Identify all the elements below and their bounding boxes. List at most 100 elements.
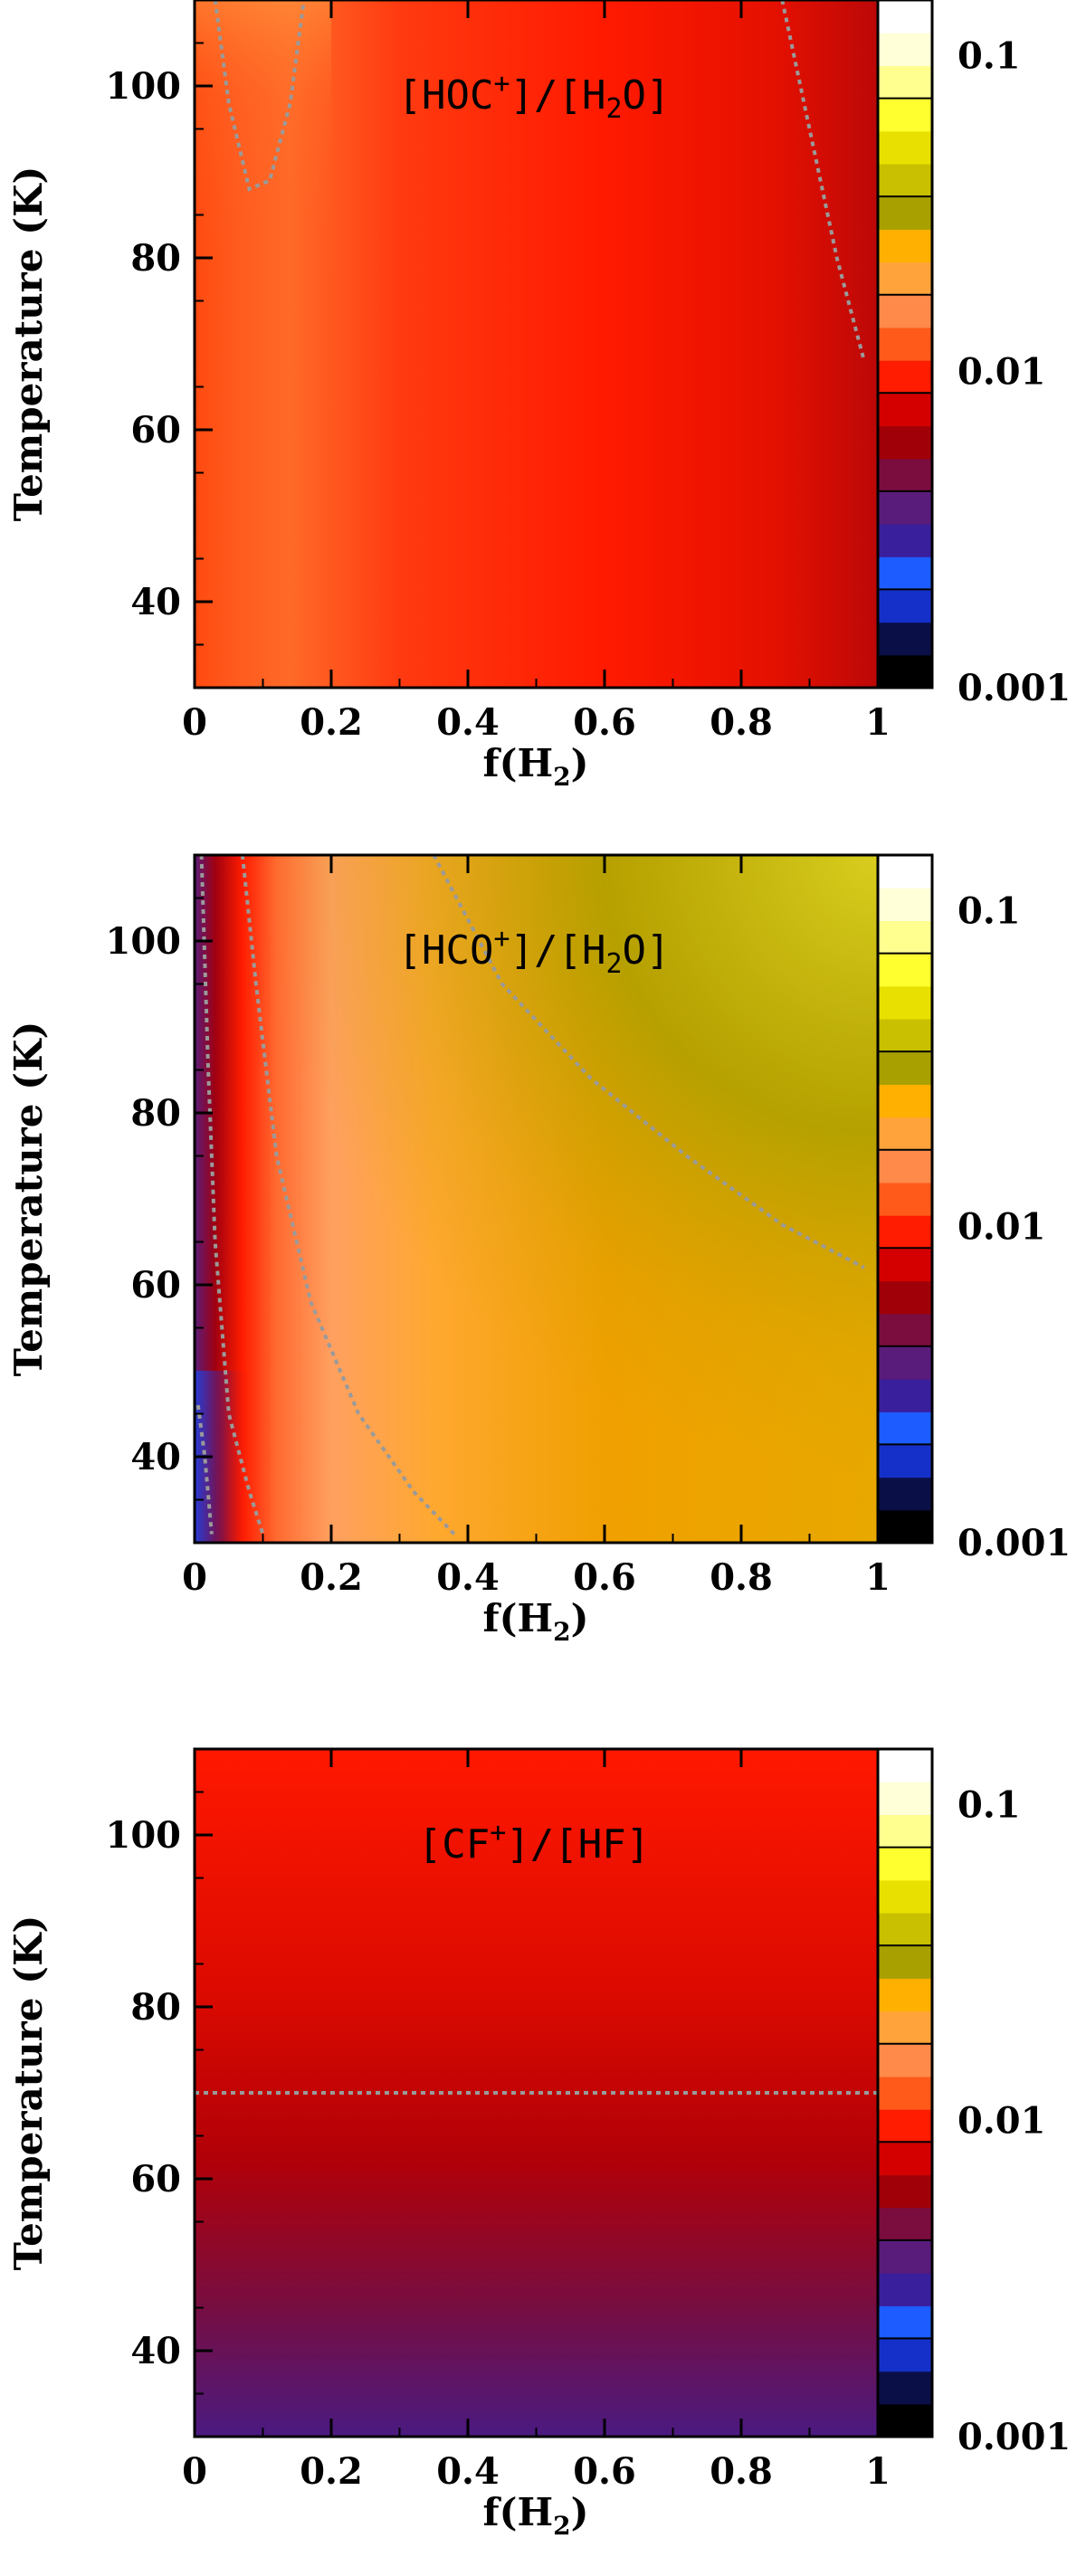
y-tick-label: 40 <box>130 581 181 623</box>
x-tick-label: 0.8 <box>710 2450 773 2493</box>
colorbar-segment <box>878 1248 932 1282</box>
heatmap-overlay <box>195 1371 878 1543</box>
colorbar-tick-label: 0.01 <box>957 351 1045 394</box>
x-tick-label: 0 <box>182 1556 207 1599</box>
colorbar-segment <box>878 2174 932 2209</box>
colorbar-segment <box>878 360 932 394</box>
colorbar-segment <box>878 2010 932 2045</box>
y-tick-label: 100 <box>106 920 182 963</box>
colorbar-segment <box>878 490 932 525</box>
x-axis-title: f(H2) <box>483 2490 589 2541</box>
colorbar-segment <box>878 2273 932 2306</box>
colorbar-segment <box>878 130 932 165</box>
y-tick-label: 40 <box>130 2330 181 2372</box>
colorbar-segment <box>878 163 932 197</box>
colorbar-segment <box>878 1879 932 1914</box>
colorbar-segment <box>878 1477 932 1511</box>
colorbar-segment <box>878 2403 932 2438</box>
colorbar-segment <box>878 393 932 427</box>
colorbar-segment <box>878 1182 932 1216</box>
x-tick-label: 0.6 <box>573 701 636 744</box>
contour-line-1 <box>213 0 306 192</box>
colorbar-segment <box>878 1345 932 1380</box>
colorbar-segment <box>878 1280 932 1315</box>
colorbar-segment <box>878 327 932 361</box>
colorbar-segment <box>878 589 932 623</box>
colorbar-segment <box>878 261 932 296</box>
x-tick-label: 0.2 <box>300 701 363 744</box>
colorbar-segment <box>878 1018 932 1052</box>
colorbar-segment <box>878 2142 932 2176</box>
colorbar-segment <box>878 294 932 328</box>
colorbar-tick-label: 0.1 <box>957 1784 1021 1827</box>
colorbar-segment <box>878 98 932 132</box>
y-axis-title: Temperature (K) <box>6 166 51 522</box>
x-tick-label: 0.2 <box>300 2450 363 2493</box>
x-tick-label: 0 <box>182 701 207 744</box>
colorbar-tick-label: 0.001 <box>957 1522 1071 1564</box>
colorbar-segment <box>878 1149 932 1183</box>
panel-2: 0.1 0.01 0.001 0 0.2 0.4 0.6 0.8 1 40 60 80 100 f(H2)… <box>6 853 1071 1647</box>
colorbar-segment <box>878 1412 932 1446</box>
colorbar-segment <box>878 2305 932 2340</box>
colorbar: 0.1 0.01 0.001 <box>876 853 1071 1564</box>
colorbar-segment <box>878 0 932 33</box>
colorbar-segment <box>878 1051 932 1085</box>
contour-line-1 <box>195 1404 214 1535</box>
x-tick-label: 0.6 <box>573 2450 636 2493</box>
colorbar-segment <box>878 622 932 656</box>
colorbar-segment <box>878 1313 932 1347</box>
colorbar-segment <box>878 1509 932 1544</box>
y-tick-label: 100 <box>106 1814 182 1857</box>
y-tick-label: 40 <box>130 1436 181 1478</box>
y-tick-label: 100 <box>106 65 182 108</box>
y-axis-title: Temperature (K) <box>6 1915 51 2271</box>
colorbar-segment <box>878 888 932 921</box>
colorbar-segment <box>878 2043 932 2077</box>
heatmap-field <box>195 1749 878 2437</box>
colorbar: 0.1 0.01 0.001 <box>876 0 1071 709</box>
colorbar-segment <box>878 458 932 492</box>
colorbar-segment <box>878 1215 932 1249</box>
colorbar-tick-label: 0.01 <box>957 2100 1045 2143</box>
heatmap-overlay <box>195 0 331 275</box>
colorbar-tick-label: 0.01 <box>957 1206 1045 1249</box>
x-tick-label: 0.4 <box>436 701 500 744</box>
contour-line-3 <box>240 854 456 1535</box>
colorbar-segment <box>878 229 932 263</box>
contour-line-2 <box>780 0 866 362</box>
panel-label: [CF+]/[HF] <box>418 1817 651 1868</box>
y-tick-label: 60 <box>130 2158 181 2201</box>
y-tick-label: 60 <box>130 409 181 452</box>
x-axis-title: f(H2) <box>483 1596 589 1647</box>
colorbar-segment <box>878 1847 932 1881</box>
x-tick-label: 1 <box>865 2450 891 2493</box>
x-tick-label: 0 <box>182 2450 207 2493</box>
contour-line-4 <box>432 854 865 1269</box>
colorbar-segment <box>878 2207 932 2241</box>
panel-1: 0.1 0.01 0.001 0 0.2 0.4 0.6 0.8 1 40 60 80 100 f(H2)… <box>6 0 1071 792</box>
y-axis-title: Temperature (K) <box>6 1022 51 1377</box>
colorbar-segment <box>878 985 932 1020</box>
colorbar-segment <box>878 1912 932 1946</box>
y-tick-label: 60 <box>130 1264 181 1307</box>
colorbar-segment <box>878 556 932 591</box>
x-tick-label: 0.6 <box>573 1556 636 1599</box>
colorbar-segment <box>878 524 932 557</box>
panel-label: [HCO+]/[H2O] <box>397 923 670 980</box>
x-tick-label: 0.8 <box>710 701 773 744</box>
colorbar-segment <box>878 2371 932 2405</box>
colorbar-segment <box>878 2338 932 2372</box>
colorbar-segment <box>878 65 932 100</box>
x-tick-label: 0.2 <box>300 1556 363 1599</box>
colorbar-segment <box>878 1379 932 1412</box>
colorbar-segment <box>878 920 932 955</box>
colorbar-segment <box>878 855 932 889</box>
colorbar-segment <box>878 1749 932 1782</box>
colorbar-segment <box>878 2239 932 2274</box>
y-tick-label: 80 <box>130 237 181 280</box>
colorbar-tick-label: 0.1 <box>957 890 1021 933</box>
colorbar-segment <box>878 953 932 987</box>
colorbar-segment <box>878 1117 932 1151</box>
